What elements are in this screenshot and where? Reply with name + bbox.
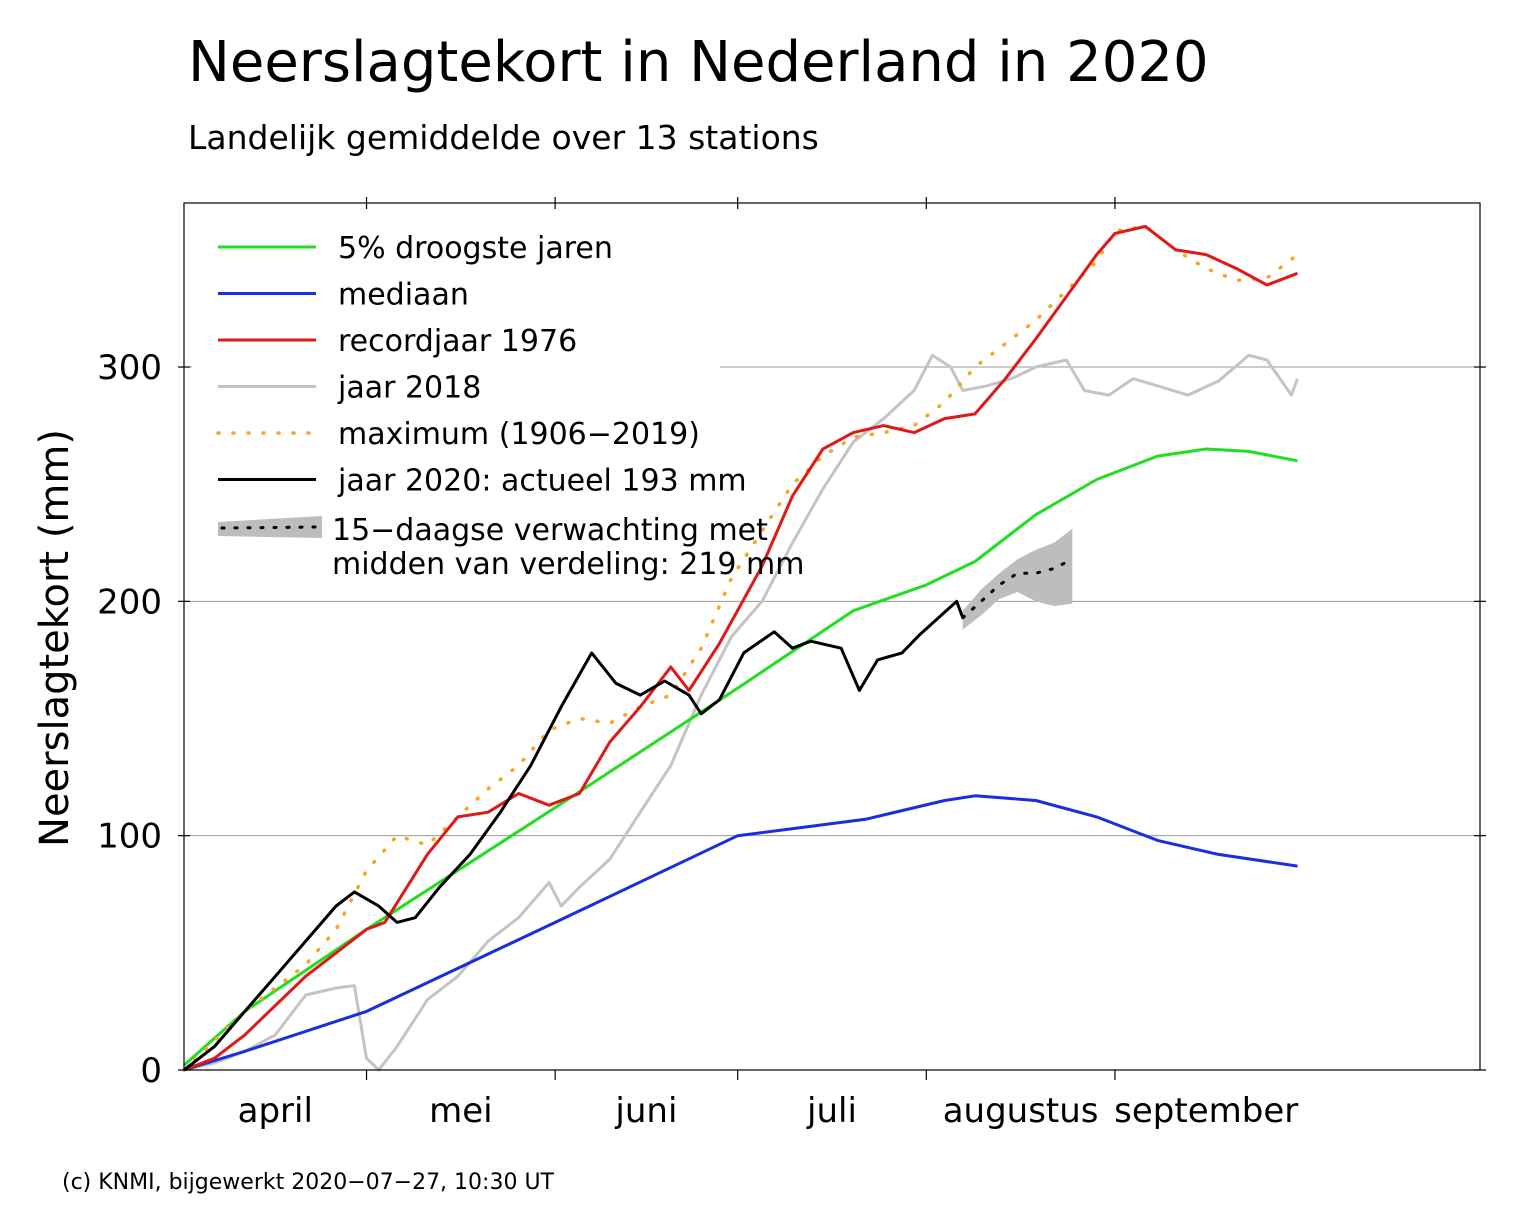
- legend-background: [192, 210, 720, 490]
- legend-swatch-forecast-line: [220, 525, 320, 530]
- legend: 5% droogste jaren mediaan recordjaar 1976 j…: [216, 231, 804, 582]
- legend-label-y1976: recordjaar 1976: [338, 324, 577, 359]
- y-tick-label: 0: [140, 1051, 162, 1091]
- series-forecast-line: [961, 557, 1074, 620]
- y-tick-label: 100: [97, 817, 162, 857]
- legend-swatch-forecast-band: [218, 516, 322, 538]
- series-y1976-line: [183, 224, 1299, 1072]
- series-forecast-band: [962, 528, 1073, 630]
- legend-label-y2018: jaar 2018: [337, 371, 481, 406]
- plot-frame: [183, 202, 1481, 1071]
- legend-label-median: mediaan: [338, 278, 469, 313]
- legend-label-max: maximum (1906−2019): [338, 417, 700, 452]
- legend-label-forecast: 15−daagse verwachting met: [332, 513, 768, 548]
- series-y2018-line: [183, 353, 1299, 1072]
- axes: 0 100 200 300 april mei juni juli augustus septem…: [97, 197, 1486, 1131]
- month-label: augustus: [943, 1091, 1099, 1131]
- legend-label-forecast-line2: midden van verdeling: 219 mm: [332, 547, 804, 582]
- month-label: september: [1114, 1091, 1298, 1131]
- credit-line: (c) KNMI, bijgewerkt 2020−07−27, 10:30 U…: [62, 1170, 554, 1195]
- series-layer: [182, 224, 1300, 1072]
- legend-label-y2020: jaar 2020: actueel 193 mm: [337, 464, 747, 499]
- y-axis-label: Neerslagtekort (mm): [32, 429, 78, 847]
- forecast-band-layer: [962, 528, 1073, 630]
- legend-label-pct5: 5% droogste jaren: [338, 231, 613, 266]
- month-label: juli: [806, 1091, 857, 1131]
- month-label: april: [238, 1091, 313, 1131]
- series-pct5-line: [183, 447, 1298, 1067]
- page-subtitle: Landelijk gemiddelde over 13 stations: [188, 118, 819, 157]
- month-label: juni: [614, 1091, 677, 1131]
- y-tick-label: 300: [97, 348, 162, 388]
- page-title: Neerslagtekort in Nederland in 2020: [188, 30, 1209, 95]
- series-y2020-line: [183, 599, 965, 1072]
- series-median-line: [183, 794, 1298, 1072]
- series-max-line: [182, 224, 1300, 1072]
- month-label: mei: [429, 1091, 492, 1131]
- y-tick-label: 200: [97, 582, 162, 622]
